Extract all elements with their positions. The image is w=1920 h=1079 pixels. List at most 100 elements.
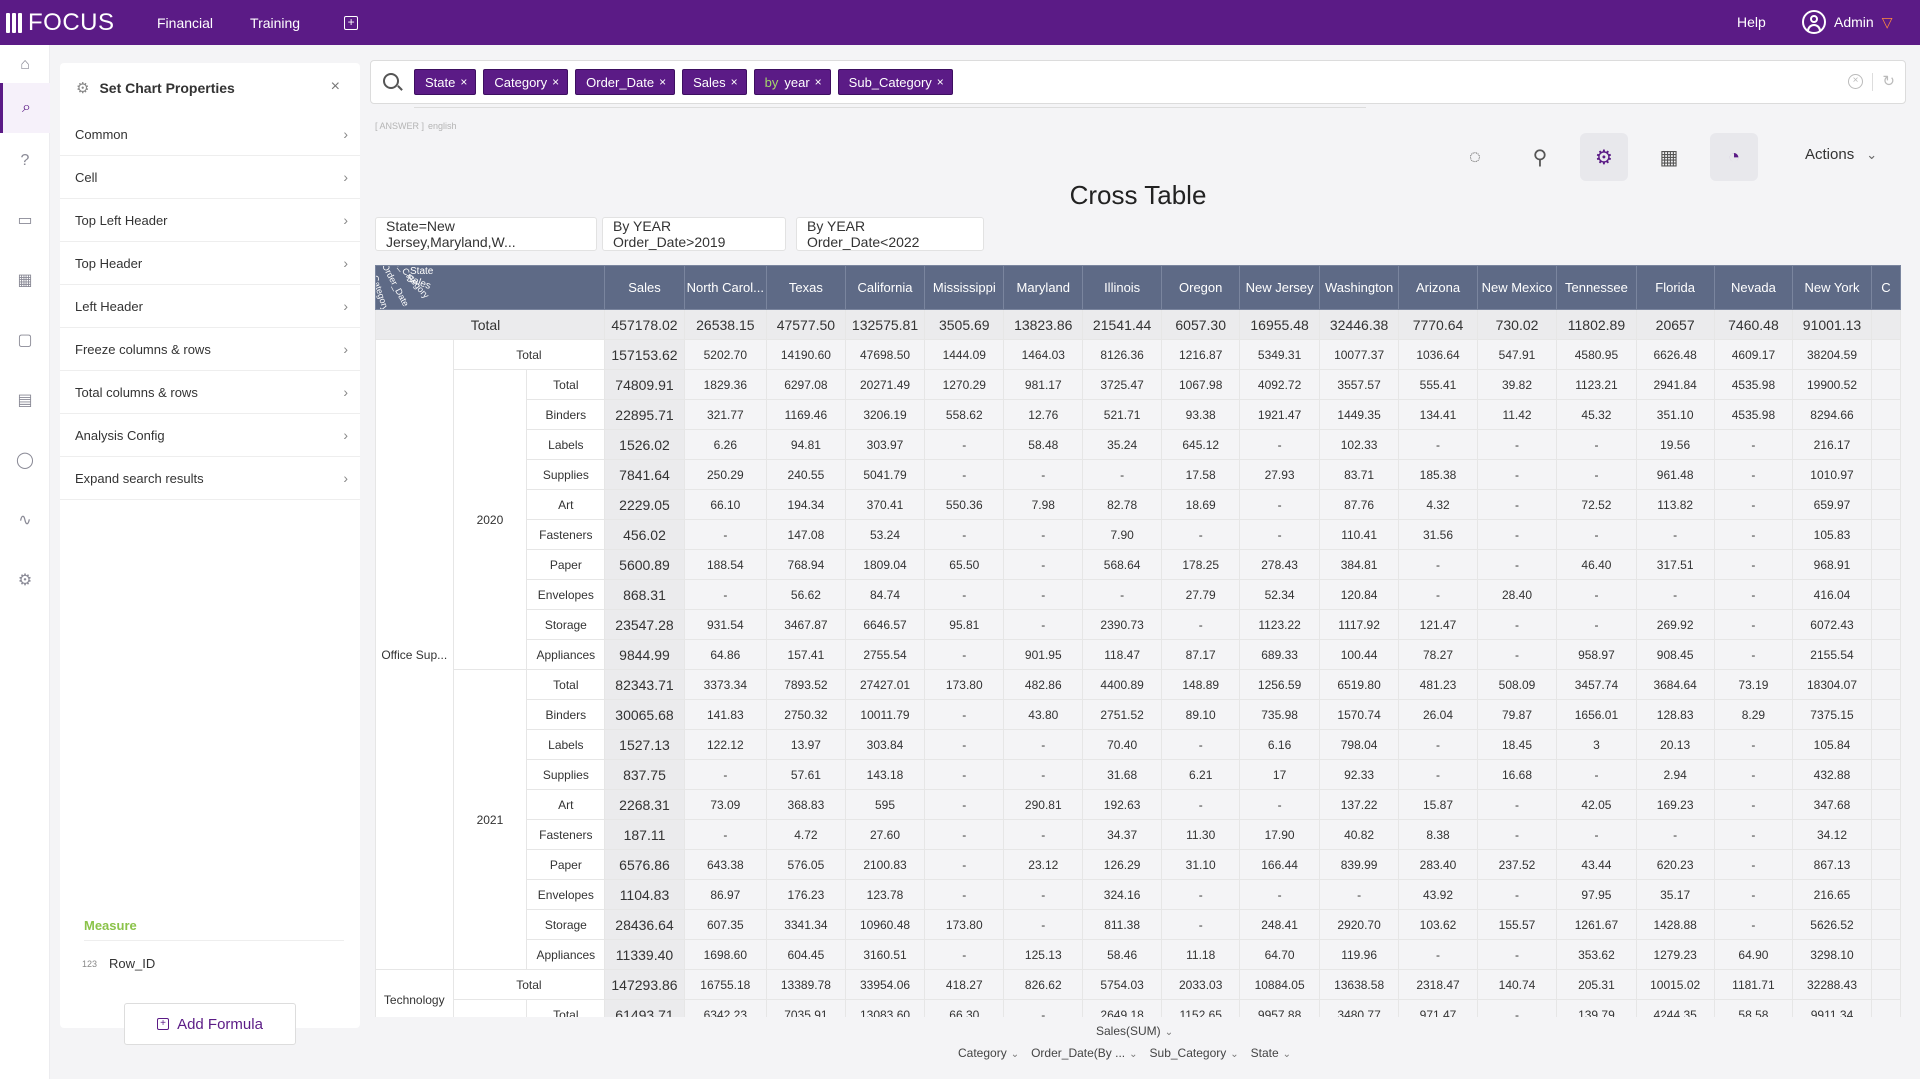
focus-logo[interactable]: FOCUS	[0, 9, 150, 37]
measure-item[interactable]: 123 Row_ID	[82, 956, 155, 971]
actions-dropdown[interactable]: Actions ⌄	[1805, 146, 1877, 163]
filter-chip-date-min[interactable]: By YEAR Order_Date>2019	[602, 217, 786, 251]
gear-icon[interactable]: ⚙	[17, 572, 33, 589]
table-icon[interactable]: ▦	[17, 272, 33, 289]
remove-token-icon[interactable]: ×	[552, 75, 560, 89]
pulse-icon[interactable]: ∿	[18, 512, 32, 529]
user-icon[interactable]: ◯	[16, 452, 34, 469]
gear-icon: ⚙	[76, 80, 90, 97]
search-token[interactable]: Order_Date ×	[575, 69, 676, 95]
table-cell: 46.40	[1556, 549, 1637, 580]
pin-icon[interactable]: ⚲	[1532, 146, 1548, 169]
filter-chip-date-max[interactable]: By YEAR Order_Date<2022	[796, 217, 984, 251]
table-cell: 521.71	[1082, 399, 1163, 430]
table-cell: 250.29	[683, 459, 767, 490]
clear-icon[interactable]: ×	[1848, 74, 1863, 89]
refresh-icon[interactable]: ↻	[1882, 73, 1895, 90]
column-header[interactable]: New Mexico	[1476, 265, 1558, 310]
table-cell: 79.87	[1476, 699, 1558, 730]
property-item[interactable]: Left Header ›	[60, 285, 360, 328]
column-header[interactable]: C	[1870, 265, 1901, 310]
search-token[interactable]: Sub_Category ×	[837, 69, 953, 95]
property-item[interactable]: Common ›	[60, 113, 360, 156]
table-cell: 64.90	[1713, 939, 1794, 970]
dimension-selector[interactable]: Sub_Category ⌄	[1150, 1046, 1239, 1060]
clipboard-icon[interactable]: ▤	[17, 392, 33, 409]
property-item[interactable]: Cell ›	[60, 156, 360, 199]
table-cell: -	[1239, 789, 1320, 820]
property-item[interactable]: Freeze columns & rows ›	[60, 328, 360, 371]
column-header[interactable]: Mississippi	[924, 265, 1005, 310]
property-item[interactable]: Analysis Config ›	[60, 414, 360, 457]
table-cell: 11.42	[1476, 399, 1558, 430]
question-icon[interactable]: ?	[20, 152, 30, 169]
search-bar[interactable]: State × Category × Order_Date × Sales × by year × S…	[370, 60, 1906, 104]
column-header[interactable]: Maryland	[1003, 265, 1084, 310]
column-header[interactable]: Nevada	[1713, 265, 1794, 310]
dimension-selector[interactable]: Order_Date(By ... ⌄	[1031, 1046, 1137, 1060]
chart-type-icon[interactable]: ◔	[1710, 133, 1758, 181]
column-header[interactable]: Arizona	[1398, 265, 1478, 310]
home-icon[interactable]: ⌂	[20, 56, 30, 73]
table-cell: -	[1713, 609, 1794, 640]
chevron-down-icon: ⌄	[1129, 1049, 1138, 1060]
column-header[interactable]: California	[844, 265, 926, 310]
column-header[interactable]: Sales	[604, 265, 685, 310]
folder-icon[interactable]: ▢	[17, 332, 33, 349]
chevron-right-icon: ›	[343, 427, 348, 443]
table-cell: 11.18	[1161, 939, 1241, 970]
table-corner-header[interactable]: State Sales Sub_Category Order_Date Cate…	[375, 265, 606, 310]
table-cell: 5754.03	[1082, 969, 1163, 1000]
search-icon[interactable]: ⌕	[0, 83, 50, 133]
add-formula-button[interactable]: + Add Formula	[124, 1003, 296, 1045]
table-cell: 19900.52	[1792, 369, 1872, 400]
property-item[interactable]: Top Left Header ›	[60, 199, 360, 242]
table-view-icon[interactable]: ▦	[1659, 146, 1679, 169]
remove-token-icon[interactable]: ×	[814, 75, 822, 89]
add-tab-icon[interactable]: +	[344, 15, 359, 30]
search-token[interactable]: Category ×	[483, 69, 569, 95]
search-token[interactable]: Sales ×	[682, 69, 747, 95]
table-cell	[1870, 639, 1901, 670]
user-menu[interactable]: Admin ▽	[1802, 10, 1892, 34]
grand-total-row: Total 457178.02 26538.15 47577.50 132575.81 3…	[375, 309, 1901, 340]
search-token[interactable]: by year ×	[753, 69, 831, 95]
column-header[interactable]: North Carol...	[683, 265, 767, 310]
nav-financial[interactable]: Financial	[157, 14, 214, 31]
help-link[interactable]: Help	[1737, 14, 1766, 30]
table-cell: 4244.35	[1635, 999, 1715, 1017]
column-header[interactable]: Tennessee	[1556, 265, 1637, 310]
column-header[interactable]: Florida	[1635, 265, 1715, 310]
remove-token-icon[interactable]: ×	[460, 75, 468, 89]
search-token[interactable]: State ×	[414, 69, 477, 95]
property-item[interactable]: Expand search results ›	[60, 457, 360, 500]
column-header[interactable]: Illinois	[1082, 265, 1163, 310]
column-header[interactable]: Texas	[765, 265, 846, 310]
close-icon[interactable]: ×	[330, 78, 340, 95]
dimension-selector[interactable]: Category ⌄	[958, 1046, 1019, 1060]
table-cell: -	[1635, 819, 1715, 850]
table-cell: 119.96	[1318, 939, 1400, 970]
token-label: Sales	[693, 74, 726, 90]
filter-chip-state[interactable]: State=New Jersey,Maryland,W...	[375, 217, 597, 251]
column-header[interactable]: New York	[1792, 265, 1872, 310]
property-item[interactable]: Total columns & rows ›	[60, 371, 360, 414]
table-cell: 1570.74	[1318, 699, 1400, 730]
settings-gear-icon[interactable]: ⚙	[1580, 133, 1628, 181]
row-header: Total	[375, 309, 606, 340]
table-cell: 64.86	[683, 639, 767, 670]
presentation-icon[interactable]: ▭	[17, 212, 33, 229]
dimension-selector[interactable]: State ⌄	[1251, 1046, 1291, 1060]
comment-icon[interactable]: ◌	[1469, 145, 1481, 168]
remove-token-icon[interactable]: ×	[936, 75, 944, 89]
property-item[interactable]: Top Header ›	[60, 242, 360, 285]
remove-token-icon[interactable]: ×	[659, 75, 667, 89]
nav-training[interactable]: Training	[250, 14, 301, 31]
column-header[interactable]: Washington	[1318, 265, 1400, 310]
column-header[interactable]: Oregon	[1161, 265, 1241, 310]
table-cell: 6519.80	[1318, 669, 1400, 700]
column-header[interactable]: New Jersey	[1239, 265, 1320, 310]
table-cell: -	[1318, 879, 1400, 910]
remove-token-icon[interactable]: ×	[730, 75, 738, 89]
value-axis-selector[interactable]: Sales(SUM) ⌄	[1096, 1024, 1173, 1038]
